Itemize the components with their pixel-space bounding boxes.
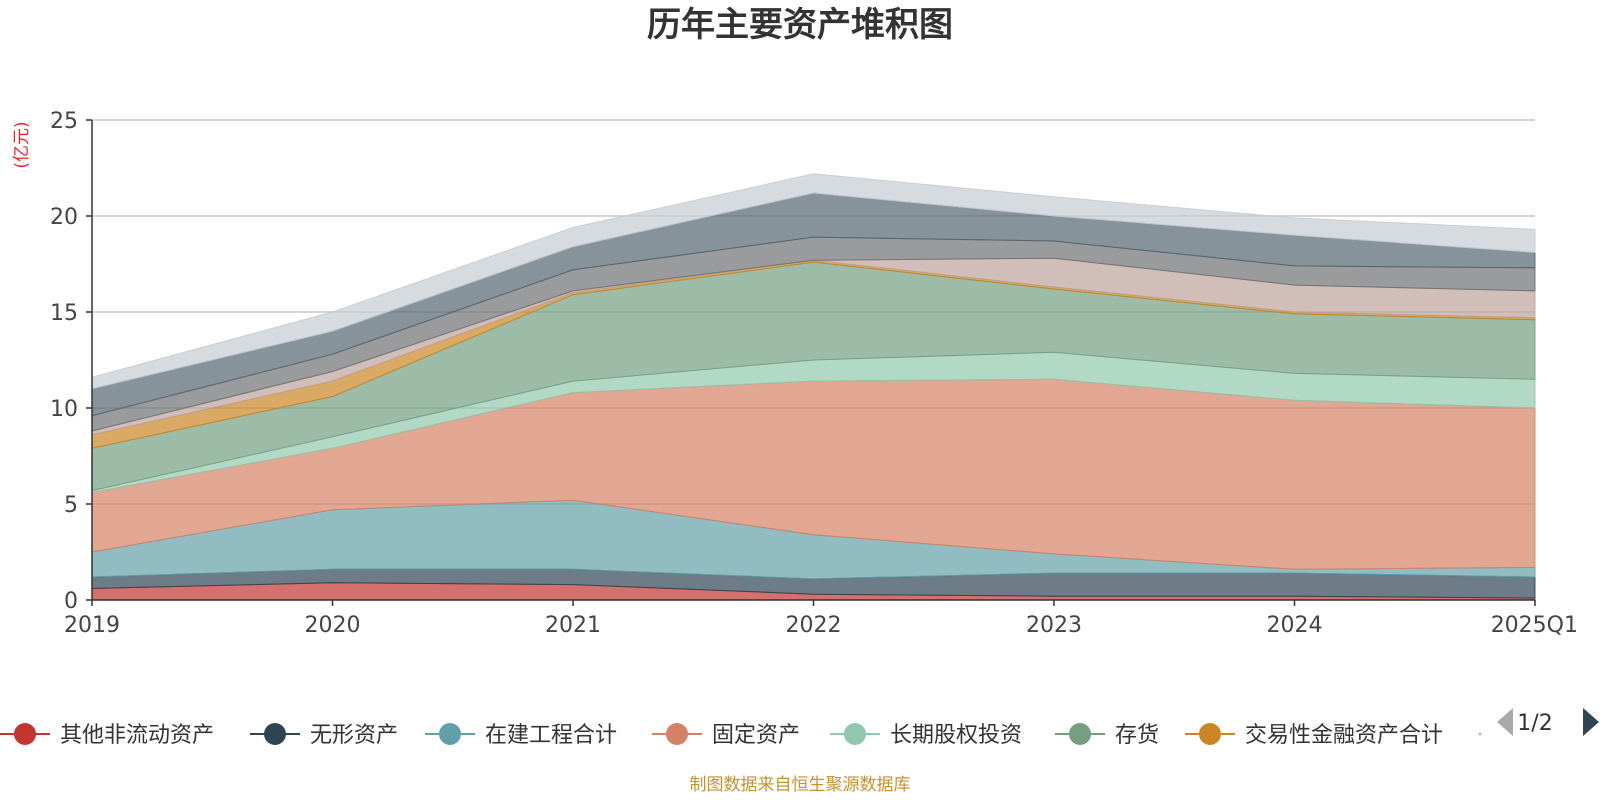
legend-label: 长期股权投资 [890, 723, 1022, 748]
x-tick-label: 2019 [64, 613, 120, 638]
x-tick-label: 2021 [545, 613, 601, 638]
legend-label: 在建工程合计 [485, 723, 617, 748]
legend-circle-marker [844, 723, 866, 745]
x-tick-label: 2022 [786, 613, 842, 638]
y-tick-label: 0 [64, 589, 78, 614]
area-series-group [91, 173, 1536, 601]
legend-circle-marker [1069, 723, 1091, 745]
legend-pager: 1/2 [1497, 708, 1599, 736]
x-tick-label: 2023 [1026, 613, 1082, 638]
y-tick-label: 5 [64, 493, 78, 518]
legend-next-page-icon[interactable] [1583, 708, 1599, 736]
legend-item-4[interactable]: 固定资产 [652, 723, 800, 748]
y-tick-label: 25 [50, 109, 78, 134]
chart-title: 历年主要资产堆积图 [647, 5, 953, 45]
y-axis-ticks: 0 5 10 15 20 25 [50, 109, 78, 614]
legend-circle-marker [666, 723, 688, 745]
x-tick-label: 2024 [1267, 613, 1323, 638]
legend-item-2[interactable]: 无形资产 [250, 723, 398, 748]
legend[interactable]: 其他非流动资产 无形资产 在建工程合计 固定资产 长期股权投资 存货 交易性金融资产合计 [0, 723, 1482, 748]
legend-circle-marker [264, 723, 286, 745]
y-tick-label: 10 [50, 397, 78, 422]
legend-label: 固定资产 [712, 723, 800, 748]
data-source-note: 制图数据来自恒生聚源数据库 [690, 775, 911, 795]
legend-prev-page-icon[interactable] [1497, 708, 1513, 736]
legend-item-5[interactable]: 长期股权投资 [830, 723, 1022, 748]
legend-label: 存货 [1115, 723, 1159, 748]
legend-circle-marker [14, 723, 36, 745]
legend-page-indicator: 1/2 [1517, 711, 1552, 736]
legend-ellipsis-dot [1478, 732, 1482, 736]
axes [86, 119, 1536, 606]
y-axis-unit-label: (亿元) [12, 121, 32, 168]
legend-circle-marker [439, 723, 461, 745]
x-tick-label: 2020 [305, 613, 361, 638]
y-tick-label: 15 [50, 301, 78, 326]
legend-label: 无形资产 [310, 723, 398, 748]
legend-circle-marker [1199, 723, 1221, 745]
x-tick-label: 2025Q1 [1491, 613, 1578, 638]
legend-item-7[interactable]: 交易性金融资产合计 [1185, 723, 1443, 748]
legend-item-6[interactable]: 存货 [1055, 723, 1159, 748]
legend-item-1[interactable]: 其他非流动资产 [0, 723, 214, 748]
x-axis-ticks: 2019 2020 2021 2022 2023 2024 2025Q1 [64, 613, 1578, 638]
area-series-11[interactable] [91, 173, 1536, 390]
y-tick-label: 20 [50, 205, 78, 230]
legend-item-3[interactable]: 在建工程合计 [425, 723, 617, 748]
legend-label: 交易性金融资产合计 [1245, 723, 1443, 748]
legend-label: 其他非流动资产 [60, 723, 214, 748]
